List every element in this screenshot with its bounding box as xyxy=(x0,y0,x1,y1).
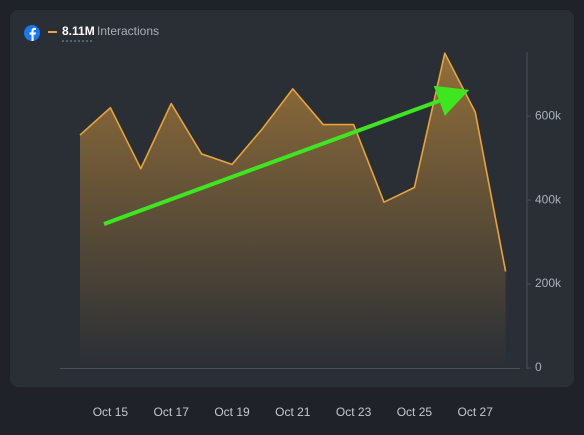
x-tick-label: Oct 23 xyxy=(336,405,372,419)
x-tick-label: Oct 17 xyxy=(154,405,190,419)
y-tick-label: 0 xyxy=(535,360,542,374)
x-tick-label: Oct 21 xyxy=(275,405,311,419)
facebook-icon xyxy=(24,25,40,41)
area xyxy=(80,53,506,369)
legend-label: Interactions xyxy=(97,24,159,38)
x-tick-label: Oct 15 xyxy=(93,405,129,419)
trend-arrow xyxy=(103,85,470,226)
x-tick-label: Oct 25 xyxy=(397,405,433,419)
x-tick-label: Oct 19 xyxy=(214,405,250,419)
x-tick-label: Oct 27 xyxy=(458,405,494,419)
summary-total[interactable]: 8.11M xyxy=(62,24,95,38)
y-tick-label: 200k xyxy=(535,276,562,290)
y-tick-label: 600k xyxy=(535,108,562,122)
y-tick-label: 400k xyxy=(535,192,562,206)
